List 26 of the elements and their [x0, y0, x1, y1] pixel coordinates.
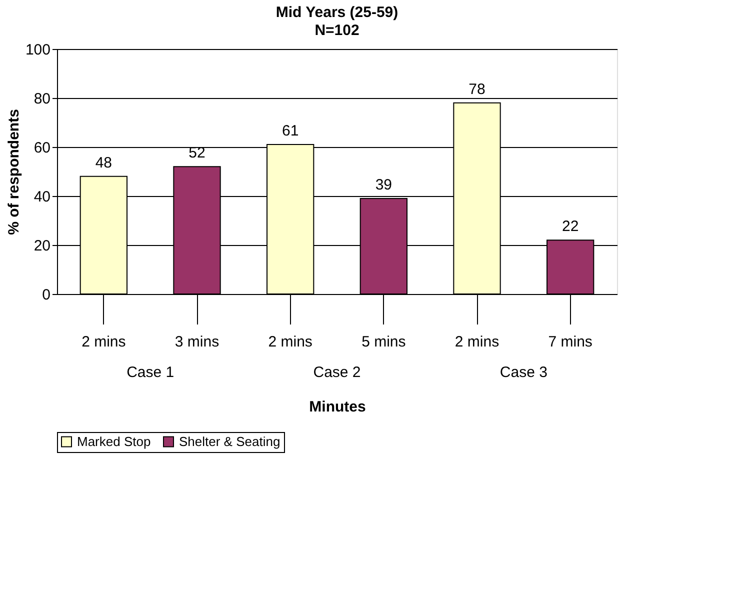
y-tick-label: 0: [42, 286, 50, 304]
x-tick-label: 2 mins: [454, 334, 500, 350]
text: Case 3: [500, 364, 548, 381]
x-tick-label: 3 mins: [174, 334, 220, 350]
data-label: 61: [282, 122, 299, 140]
x-tick-label: 7 mins: [548, 334, 592, 350]
y-tick-label: 80: [34, 90, 50, 108]
legend-label: Marked Stop: [77, 434, 151, 449]
x-tick-label: 5 mins: [362, 334, 406, 350]
text: Case 2: [313, 364, 361, 381]
x-tick-label: 2 mins: [82, 334, 126, 350]
legend-label: Shelter & Seating: [179, 434, 280, 449]
data-label: 78: [468, 80, 486, 98]
data-label: 48: [95, 154, 112, 172]
x-axis-title: Minutes: [309, 398, 366, 416]
y-axis-title: % of respondents: [5, 109, 22, 235]
y-tick-label: 40: [34, 188, 50, 206]
x-tick-label: 2 mins: [268, 334, 312, 350]
data-label: 39: [375, 176, 392, 194]
y-tick-label: 100: [25, 42, 50, 58]
y-tick-label: 20: [34, 238, 50, 254]
text: Case 1: [126, 364, 174, 381]
data-label: 22: [562, 218, 579, 236]
chart-title: Mid Years (25-59): [276, 4, 398, 21]
y-tick-label: 60: [34, 140, 50, 156]
chart-subtitle: N=102: [314, 22, 360, 39]
